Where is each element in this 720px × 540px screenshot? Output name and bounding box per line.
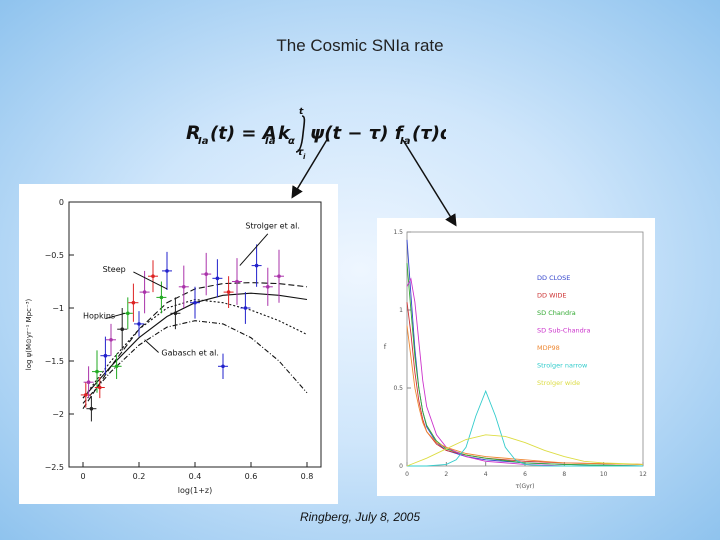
y-tick-label: 0 (399, 463, 403, 470)
x-tick-label: 0.4 (189, 472, 202, 481)
data-point (89, 406, 94, 411)
data-point (204, 272, 208, 276)
legend-entry: MDP98 (537, 344, 560, 352)
formula-integrand: ψ(t − τ) f (310, 123, 405, 144)
x-tick-label: 4 (484, 471, 488, 478)
x-tick-label: 8 (562, 471, 566, 478)
star-formation-chart: 0 0.2 0.4 0.6 0.8 0 −0.5 −1 −1.5 −2 −2.5 log(1+z) lo… (25, 198, 322, 495)
data-point (266, 285, 270, 289)
formula-int-upper: t (299, 107, 304, 117)
y-tick-label: 1.5 (393, 229, 403, 236)
slide-footer: Ringberg, July 8, 2005 (299, 510, 421, 524)
data-point (95, 369, 99, 374)
data-point (109, 338, 113, 342)
data-point (277, 274, 281, 278)
data-point (235, 279, 239, 284)
formula-arg: (t) = A (210, 123, 277, 144)
x-tick-label: 12 (639, 471, 647, 478)
x-axis-label: τ(Gyr) (516, 483, 535, 490)
data-point (86, 380, 91, 384)
data-point (254, 263, 259, 268)
y-tick-label: 1 (399, 307, 403, 314)
data-point (103, 353, 108, 358)
annotation-leader (144, 339, 159, 353)
data-point (151, 274, 155, 278)
data-point (126, 311, 130, 316)
series-line (406, 325, 644, 465)
annotation-leader (133, 271, 168, 290)
chart-annotation: Steep (103, 265, 126, 274)
data-point (193, 300, 197, 305)
formula-k: k (278, 123, 291, 144)
data-point (98, 385, 102, 390)
sn-rate-formula: R Ia (t) = A Ia k α t τ i ψ(t − τ) f Ia … (186, 107, 446, 161)
data-point (84, 393, 88, 397)
data-point (120, 327, 124, 331)
y-tick-label: −0.5 (45, 251, 64, 260)
data-point (131, 300, 136, 305)
model-curve (82, 320, 308, 404)
series-line (406, 277, 643, 467)
data-point (243, 306, 248, 310)
chart-annotation: Strolger et al. (245, 222, 300, 231)
x-tick-label: 0.6 (245, 472, 258, 481)
y-axis-label: f (384, 343, 387, 351)
x-tick-label: 0.2 (133, 472, 146, 481)
delay-time-chart-panel: 0 2 4 6 8 10 12 0 0.5 1 1.5 τ(Gyr) f DD CLOSE DD WIDE S… (377, 218, 655, 496)
delay-time-chart: 0 2 4 6 8 10 12 0 0.5 1 1.5 τ(Gyr) f DD CLOSE DD WIDE S… (384, 229, 647, 490)
legend-entry: Strolger wide (537, 379, 580, 387)
y-tick-label: 0 (59, 198, 64, 207)
formula-lhs-sub: Ia (198, 136, 209, 147)
slide-title: The Cosmic SNIa rate (276, 36, 444, 55)
formula-lhs: R (186, 122, 201, 144)
data-point (215, 276, 220, 281)
data-point (142, 290, 147, 294)
data-point (226, 290, 231, 294)
series-line (406, 239, 644, 467)
x-tick-label: 0 (80, 472, 85, 481)
x-axis-label: log(1+z) (178, 486, 212, 495)
formula-int-lower-sub: i (303, 153, 306, 161)
formula-f-sub: Ia (400, 136, 411, 147)
x-tick-label: 10 (600, 471, 608, 478)
legend-entry: DD WIDE (537, 292, 567, 300)
y-tick-label: −2 (52, 410, 64, 419)
annotation-leader (105, 312, 126, 320)
data-point (114, 364, 119, 369)
y-axis-label: log ψ(M⊙yr⁻¹ Mpc⁻³) (25, 299, 33, 371)
series-line (407, 389, 643, 467)
x-tick-label: 0 (405, 471, 409, 478)
legend-entry: SD Sub-Chandra (537, 327, 590, 335)
formula-k-sub: α (288, 136, 295, 147)
y-tick-label: −2.5 (45, 463, 64, 472)
legend-entry: Strolger narrow (537, 362, 588, 370)
data-point (221, 364, 225, 369)
series-line (406, 302, 644, 465)
chart-annotation: Gabasch et al. (161, 349, 219, 358)
sfr-chart-panel: 0 0.2 0.4 0.6 0.8 0 −0.5 −1 −1.5 −2 −2.5 log(1+z) lo… (19, 184, 338, 504)
y-tick-label: 0.5 (393, 385, 403, 392)
plot-frame (68, 201, 322, 468)
series-line (406, 434, 644, 467)
formula-a-sub: Ia (265, 136, 276, 147)
y-tick-label: −1.5 (45, 357, 64, 366)
legend-entry: SD Chandra (537, 309, 576, 317)
data-point (137, 322, 141, 326)
data-point (173, 311, 178, 316)
x-tick-label: 0.8 (301, 472, 314, 481)
legend-entry: DD CLOSE (537, 274, 570, 282)
y-tick-label: −1 (52, 304, 64, 313)
formula-tail: (τ)dτ (412, 123, 446, 144)
data-point (159, 295, 164, 300)
annotation-leader (239, 233, 269, 266)
x-tick-label: 6 (523, 471, 527, 478)
x-tick-label: 2 (444, 471, 448, 478)
series-line (406, 263, 644, 467)
data-point (165, 269, 169, 273)
plot-frame (406, 231, 644, 467)
data-point (182, 285, 186, 289)
chart-annotation: Hopkins (83, 312, 115, 321)
